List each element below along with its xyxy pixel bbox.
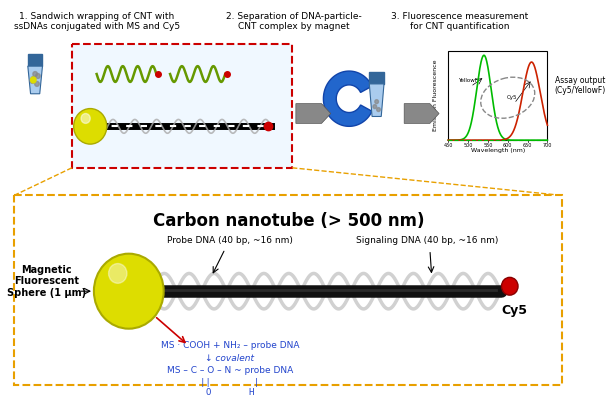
FancyBboxPatch shape [72,45,292,168]
Circle shape [30,78,35,84]
Circle shape [373,105,376,109]
Circle shape [30,77,36,83]
Text: 550: 550 [483,143,492,148]
FancyBboxPatch shape [14,195,562,385]
Circle shape [33,72,38,76]
Text: Assay output
(Cy5/YellowF): Assay output (Cy5/YellowF) [554,76,606,96]
Text: 1. Sandwich wrapping of CNT with
ssDNAs conjugated with MS and Cy5: 1. Sandwich wrapping of CNT with ssDNAs … [13,12,180,31]
Text: Carbon nanotube (> 500 nm): Carbon nanotube (> 500 nm) [153,212,424,230]
Text: ↓ covalent: ↓ covalent [206,354,254,363]
Polygon shape [28,66,43,94]
Text: Probe DNA (40 bp, ~16 nm): Probe DNA (40 bp, ~16 nm) [167,236,292,245]
Text: 2. Separation of DNA-particle-
CNT complex by magnet: 2. Separation of DNA-particle- CNT compl… [226,12,362,31]
Text: 3. Fluorescence measurement
for CNT quantification: 3. Fluorescence measurement for CNT quan… [391,12,528,31]
Text: O       H: O H [206,388,254,397]
Polygon shape [404,103,439,123]
Text: Cy5: Cy5 [502,304,527,317]
Text: 500: 500 [463,143,473,148]
Circle shape [36,74,40,78]
Circle shape [35,82,40,86]
Text: ||        |: || | [200,378,260,387]
Bar [369,72,384,84]
Circle shape [376,107,381,111]
Bar [448,51,547,140]
Circle shape [502,277,518,295]
Circle shape [109,263,127,283]
Polygon shape [323,71,372,126]
Text: 600: 600 [503,143,513,148]
Bar [28,54,43,66]
Text: Wavelength (nm): Wavelength (nm) [471,148,525,153]
Circle shape [81,113,90,123]
Text: 650: 650 [523,143,532,148]
Text: Signaling DNA (40 bp, ~16 nm): Signaling DNA (40 bp, ~16 nm) [356,236,499,245]
Text: MS – C – O – N ~ probe DNA: MS – C – O – N ~ probe DNA [167,366,293,375]
Text: MS · COOH + NH₂ – probe DNA: MS · COOH + NH₂ – probe DNA [161,341,299,349]
Text: YellowF: YellowF [458,78,478,83]
Circle shape [31,76,36,82]
Text: Cy5: Cy5 [506,95,517,100]
Circle shape [74,109,107,144]
Circle shape [94,254,164,329]
Text: 700: 700 [543,143,552,148]
Polygon shape [369,84,384,117]
Text: Emission Fluorescence: Emission Fluorescence [433,60,438,131]
Text: 450: 450 [444,143,453,148]
Polygon shape [296,103,331,123]
Text: Magnetic
Fluorescent
Sphere (1 μm): Magnetic Fluorescent Sphere (1 μm) [7,265,86,298]
Circle shape [375,100,379,103]
